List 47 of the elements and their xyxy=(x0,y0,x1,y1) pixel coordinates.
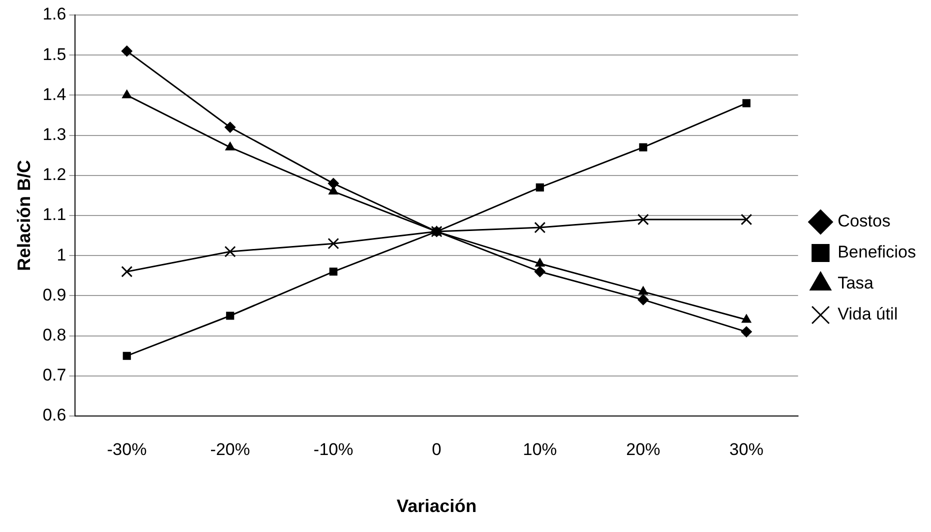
y-tick-label: 1 xyxy=(56,245,66,264)
y-tick-label: 1.1 xyxy=(42,205,66,224)
x-tick-label: 10% xyxy=(522,440,557,459)
point xyxy=(534,222,546,234)
y-tick-label: 0.6 xyxy=(42,406,66,425)
point xyxy=(122,352,131,360)
point xyxy=(121,266,133,278)
point xyxy=(639,143,648,152)
legend-label: Costos xyxy=(838,212,890,231)
y-tick-label: 1.5 xyxy=(42,44,66,64)
point xyxy=(637,214,649,226)
legend-label: Vida útil xyxy=(838,304,898,324)
point xyxy=(224,122,236,133)
x-tick-label: 0 xyxy=(432,440,442,459)
x-tick-label: 30% xyxy=(729,440,764,459)
x-tick-label: -20% xyxy=(210,440,250,459)
y-tick-label: 1.2 xyxy=(42,165,66,184)
x-axis-title: Variación xyxy=(396,496,477,516)
point xyxy=(226,312,234,320)
point xyxy=(225,142,235,150)
point xyxy=(742,314,752,323)
point xyxy=(638,294,649,306)
legend-label: Beneficios xyxy=(838,242,916,262)
y-tick-label: 0.9 xyxy=(42,285,66,304)
y-tick-label: 1.4 xyxy=(42,84,66,104)
y-tick-label: 1.6 xyxy=(42,4,66,24)
point xyxy=(638,286,648,295)
y-tick-label: 1.3 xyxy=(42,124,66,144)
point xyxy=(740,326,752,338)
point xyxy=(535,258,545,267)
y-tick-label: 0.7 xyxy=(42,366,66,385)
point xyxy=(121,46,132,57)
y-axis-title: Relación B/C xyxy=(14,160,34,272)
point xyxy=(328,178,339,189)
point xyxy=(122,90,132,98)
legend-label: Tasa xyxy=(838,274,874,293)
x-tick-label: -30% xyxy=(107,440,147,459)
point xyxy=(224,246,236,258)
point xyxy=(536,183,544,192)
y-tick-label: 0.8 xyxy=(42,325,66,344)
point xyxy=(328,238,340,250)
point xyxy=(329,268,338,276)
point xyxy=(534,266,546,278)
point xyxy=(740,214,752,226)
x-tick-label: -10% xyxy=(314,440,354,459)
x-tick-label: 20% xyxy=(626,440,660,459)
point xyxy=(742,99,750,108)
